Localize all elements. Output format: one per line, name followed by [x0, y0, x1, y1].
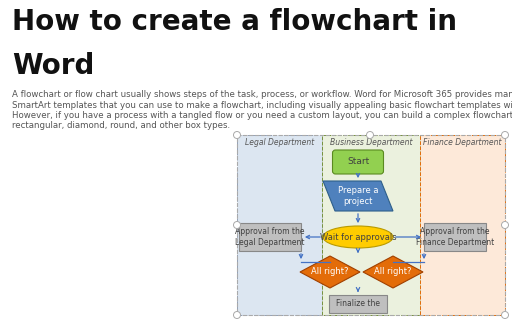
FancyBboxPatch shape — [332, 150, 383, 174]
Text: How to create a flowchart in: How to create a flowchart in — [12, 8, 457, 36]
Polygon shape — [323, 181, 393, 211]
Text: Approval from the
Finance Department: Approval from the Finance Department — [416, 227, 494, 247]
Bar — [329, 295, 387, 313]
Text: Wait for approvals: Wait for approvals — [319, 233, 396, 242]
Bar — [237, 135, 505, 315]
Text: A flowchart or flow chart usually shows steps of the task, process, or workflow.: A flowchart or flow chart usually shows … — [12, 90, 512, 99]
Text: Word: Word — [12, 52, 94, 80]
Bar — [239, 223, 301, 251]
Circle shape — [501, 221, 508, 228]
Text: All right?: All right? — [374, 268, 412, 276]
Ellipse shape — [323, 226, 393, 248]
Bar — [424, 223, 486, 251]
Text: Approval from the
Legal Department: Approval from the Legal Department — [235, 227, 305, 247]
Text: rectangular, diamond, round, and other box types.: rectangular, diamond, round, and other b… — [12, 122, 230, 131]
Text: Legal Department: Legal Department — [245, 138, 314, 147]
Text: Business Department: Business Department — [330, 138, 412, 147]
Bar — [322, 135, 420, 315]
Circle shape — [501, 132, 508, 139]
Text: However, if you have a process with a tangled flow or you need a custom layout, : However, if you have a process with a ta… — [12, 111, 512, 120]
Circle shape — [233, 221, 241, 228]
Polygon shape — [363, 256, 423, 288]
Circle shape — [501, 311, 508, 318]
Text: All right?: All right? — [311, 268, 349, 276]
Bar — [420, 135, 505, 315]
Text: Start: Start — [347, 157, 369, 166]
Polygon shape — [300, 256, 360, 288]
Text: Finalize the: Finalize the — [336, 300, 380, 308]
Circle shape — [233, 311, 241, 318]
Bar — [237, 135, 322, 315]
Circle shape — [367, 132, 373, 139]
Circle shape — [233, 132, 241, 139]
Text: Finance Department: Finance Department — [423, 138, 502, 147]
Text: Prepare a
project: Prepare a project — [338, 186, 378, 206]
Text: SmartArt templates that you can use to make a flowchart, including visually appe: SmartArt templates that you can use to m… — [12, 100, 512, 109]
